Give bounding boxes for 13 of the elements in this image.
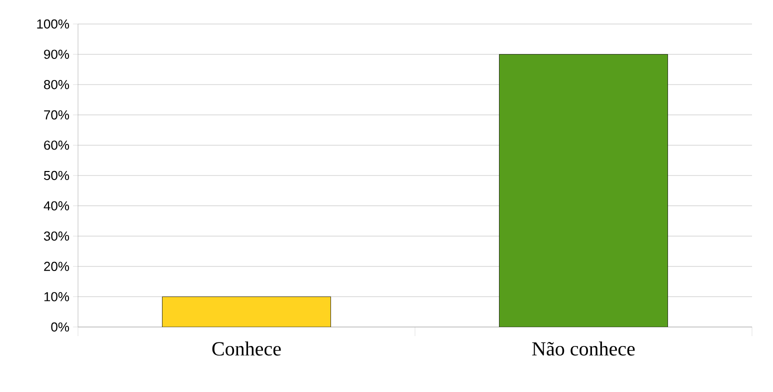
y-tick-label: 20% — [44, 262, 70, 271]
y-tick-label: 30% — [44, 231, 70, 241]
y-tick-label: 70% — [44, 110, 70, 120]
y-tick-label: 100% — [37, 19, 70, 29]
x-tick-label: Não conhece — [532, 342, 635, 356]
y-tick-label: 50% — [44, 170, 70, 180]
y-tick-label: 60% — [44, 140, 70, 150]
y-tick-label: 10% — [44, 292, 70, 302]
y-tick-label: 90% — [44, 50, 70, 59]
y-tick-label: 40% — [44, 201, 70, 210]
y-tick-label: 80% — [44, 80, 70, 90]
x-tick-label: Conhece — [212, 342, 281, 356]
y-tick-label: 0% — [51, 322, 70, 332]
